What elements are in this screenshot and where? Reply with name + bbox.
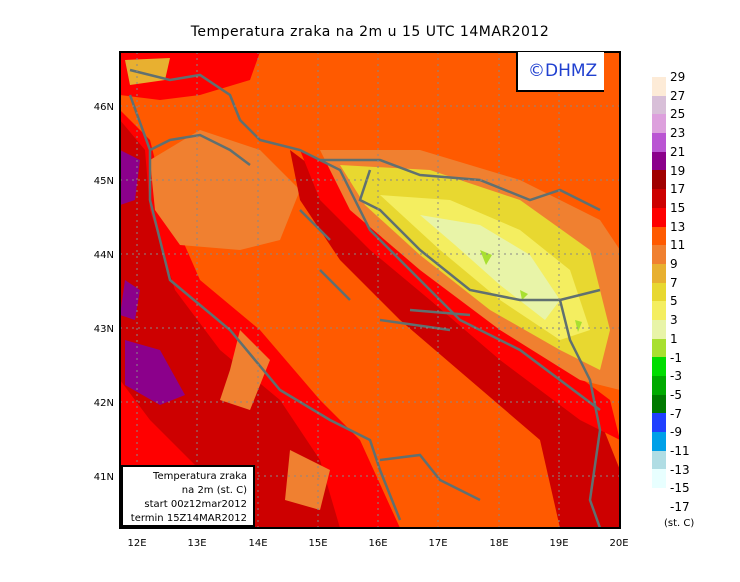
info-line: Temperatura zraka (153, 471, 247, 482)
x-tick: 19E (549, 538, 568, 549)
legend-label: 5 (670, 294, 678, 309)
legend-label: 13 (670, 219, 686, 234)
legend-label: 15 (670, 200, 686, 215)
legend-label: 29 (670, 70, 686, 84)
x-tick: 14E (248, 538, 267, 549)
field-italy-hot (120, 120, 340, 528)
legend-swatch (652, 432, 666, 451)
info-box: Temperatura zraka na 2m (st. C) start 00… (121, 465, 255, 527)
x-tick: 16E (368, 538, 387, 549)
legend-swatch (652, 282, 666, 302)
dhmz-logo: ©DHMZ (528, 61, 598, 81)
x-axis: 12E 13E 14E 15E 16E 17E 18E 19E 20E (127, 538, 628, 549)
legend-label: 7 (670, 275, 678, 290)
field-sea-orange (150, 130, 300, 250)
legend-swatch (652, 413, 666, 433)
legend-label: -9 (670, 425, 682, 440)
field-italy-orange (220, 330, 330, 510)
x-tick: 20E (609, 538, 628, 549)
legend-label: -3 (670, 369, 682, 384)
y-tick: 43N (94, 324, 114, 335)
legend-swatch (652, 95, 666, 115)
x-tick: 13E (187, 538, 206, 549)
grid-lines (120, 52, 620, 528)
x-tick: 18E (489, 538, 508, 549)
legend-label: -7 (670, 406, 682, 421)
legend-label: 25 (670, 107, 686, 122)
legend-label: 23 (670, 126, 686, 141)
legend-label: -11 (670, 444, 690, 458)
color-legend: 29 27 25 23 21 19 17 15 13 11 9 7 5 3 1 … (652, 70, 712, 517)
legend-swatch (652, 319, 666, 339)
legend-swatch (652, 376, 666, 395)
legend-label: 9 (670, 257, 678, 271)
legend-swatch (652, 151, 666, 171)
legend-label: -15 (670, 481, 690, 496)
info-line: start 00z12mar2012 (144, 499, 247, 510)
legend-label: 27 (670, 88, 686, 103)
map-title: Temperatura zraka na 2m u 15 UTC 14MAR20… (190, 24, 550, 40)
legend-swatch (652, 357, 666, 376)
legend-swatch (652, 301, 666, 320)
legend-swatch (652, 77, 666, 96)
legend-swatch (652, 170, 666, 190)
legend-swatch (652, 338, 666, 358)
legend-swatch (652, 207, 666, 227)
legend-swatch (652, 245, 666, 264)
legend-label: -1 (670, 350, 682, 365)
legend-label: 17 (670, 182, 686, 197)
legend-swatch (652, 114, 666, 134)
legend-swatch (652, 394, 666, 414)
legend-label: 3 (670, 313, 678, 328)
legend-swatch (652, 469, 666, 489)
x-tick: 15E (308, 538, 327, 549)
legend-label: -13 (670, 462, 690, 477)
legend-swatch (652, 189, 666, 208)
info-line: na 2m (st. C) (181, 485, 247, 496)
legend-swatch (652, 133, 666, 152)
legend-label: -17 (670, 500, 690, 515)
legend-unit: (st. C) (664, 518, 695, 529)
info-line: termin 15Z14MAR2012 (130, 513, 247, 524)
legend-swatches (652, 77, 712, 489)
y-tick: 46N (94, 102, 114, 113)
y-axis: 46N 45N 44N 43N 42N 41N (94, 102, 114, 483)
y-tick: 42N (94, 398, 114, 409)
dhmz-logo-box: ©DHMZ (516, 52, 604, 92)
legend-label: 19 (670, 163, 686, 178)
legend-swatch (652, 226, 666, 246)
x-tick: 17E (428, 538, 447, 549)
x-tick: 12E (127, 538, 146, 549)
map-frame (119, 51, 621, 529)
legend-label: -5 (670, 387, 682, 402)
y-tick: 41N (94, 472, 114, 483)
y-tick: 45N (94, 176, 114, 187)
field-purple (120, 150, 185, 405)
legend-swatch (652, 450, 666, 470)
y-tick: 44N (94, 250, 114, 261)
legend-label: 1 (670, 331, 678, 346)
legend-label: 11 (670, 238, 686, 253)
legend-label: 21 (670, 144, 686, 159)
legend-swatch (652, 263, 666, 283)
